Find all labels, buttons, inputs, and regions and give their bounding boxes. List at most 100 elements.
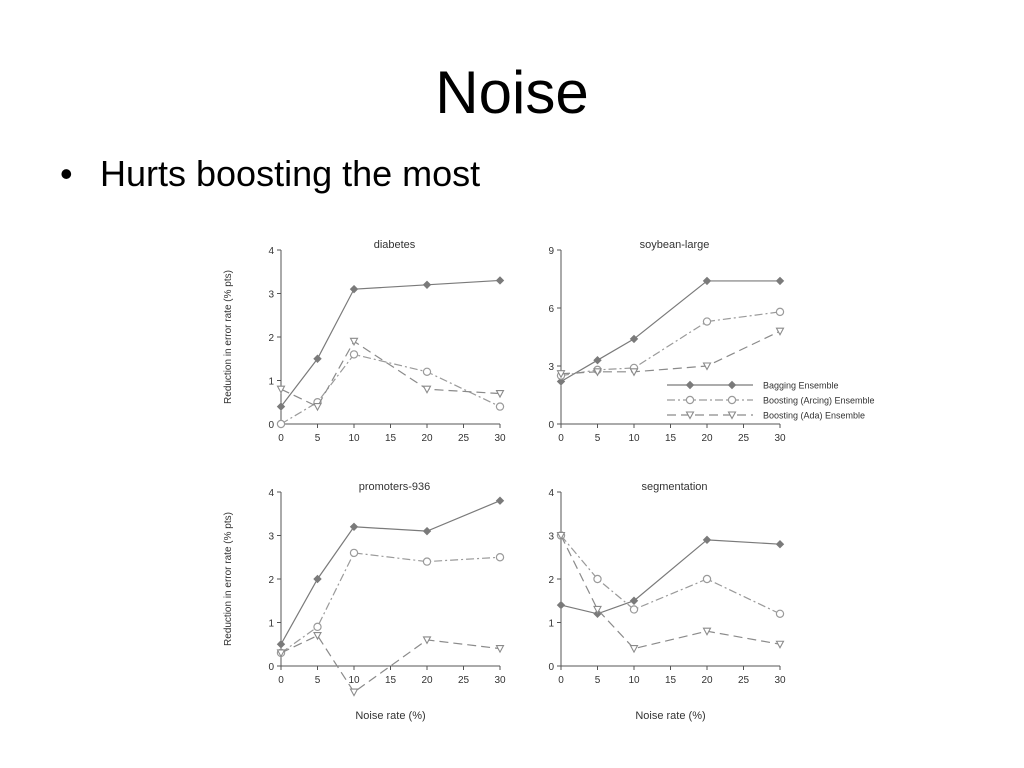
- series-line: [560, 311, 781, 377]
- x-tick-label: 30: [774, 675, 786, 686]
- bullet-text: Hurts boosting the most: [100, 153, 481, 194]
- legend-marker: [685, 395, 695, 405]
- legend-marker: [727, 411, 737, 420]
- data-point: [495, 496, 505, 505]
- legend-label: Boosting (Arcing) Ensemble: [763, 396, 875, 406]
- y-tick-label: 3: [548, 362, 554, 373]
- series-line: [560, 535, 781, 650]
- data-point: [349, 522, 359, 532]
- data-point: [593, 574, 602, 584]
- x-tick-label: 10: [348, 675, 360, 686]
- y-tick-label: 0: [548, 662, 554, 673]
- y-tick-label: 1: [548, 619, 554, 630]
- data-point: [702, 276, 712, 286]
- x-axis-label: Noise rate (%): [355, 710, 425, 722]
- x-tick-label: 10: [628, 433, 640, 444]
- x-tick-label: 10: [348, 433, 360, 444]
- legend-marker: [685, 411, 695, 420]
- data-point: [702, 362, 712, 371]
- data-point: [349, 284, 359, 294]
- data-point: [349, 688, 359, 697]
- series-line: [280, 340, 501, 408]
- data-point: [495, 645, 505, 654]
- data-point: [422, 636, 432, 645]
- y-tick-label: 0: [268, 420, 274, 431]
- y-tick-label: 1: [268, 377, 274, 388]
- series-line: [280, 279, 501, 407]
- data-point: [422, 280, 432, 290]
- data-point: [276, 649, 286, 658]
- y-tick-label: 3: [268, 290, 274, 301]
- y-tick-label: 4: [268, 488, 274, 499]
- x-tick-label: 5: [315, 675, 321, 686]
- x-tick-label: 25: [738, 433, 750, 444]
- data-point: [556, 370, 566, 379]
- y-tick-label: 6: [548, 304, 554, 315]
- legend-label: Bagging Ensemble: [763, 381, 839, 391]
- x-tick-label: 20: [421, 433, 433, 444]
- data-point: [276, 402, 286, 411]
- x-tick-label: 0: [558, 433, 564, 444]
- x-tick-label: 15: [385, 433, 397, 444]
- data-point: [495, 402, 505, 411]
- legend-marker: [685, 380, 695, 390]
- y-tick-label: 4: [268, 246, 274, 257]
- chart-title: soybean-large: [640, 239, 710, 251]
- series-line: [560, 280, 780, 382]
- chart-title: diabetes: [374, 239, 416, 251]
- chart-title: promoters-936: [359, 481, 431, 493]
- legend-label: Boosting (Ada) Ensemble: [763, 411, 865, 421]
- y-tick-label: 3: [268, 532, 274, 543]
- x-tick-label: 15: [665, 675, 677, 686]
- data-point: [276, 419, 286, 429]
- chart-panel-soybean-large: 0 3 6 9 0 5 10 15 20 25 30 soybean-large: [548, 239, 786, 444]
- data-point: [775, 609, 785, 619]
- chart-legend: Bagging Ensemble Boosting (Arcing) Ensemb…: [667, 381, 875, 421]
- data-point: [775, 307, 785, 317]
- x-tick-label: 25: [738, 675, 750, 686]
- data-point: [495, 276, 505, 285]
- chart-panel-promoters-936: 0 1 2 3 4 0 5 10 15 20 25 30 promoters-936 Reduction …: [223, 481, 506, 722]
- data-point: [702, 574, 712, 584]
- y-tick-label: 0: [548, 420, 554, 431]
- data-point: [313, 354, 322, 363]
- data-point: [556, 377, 566, 386]
- data-point: [775, 276, 785, 286]
- x-tick-label: 25: [458, 675, 470, 686]
- x-tick-label: 30: [494, 433, 506, 444]
- data-point: [422, 367, 432, 376]
- x-tick-label: 10: [628, 675, 640, 686]
- data-point: [422, 526, 432, 536]
- y-tick-label: 2: [548, 575, 554, 586]
- data-point: [775, 539, 785, 549]
- data-point: [775, 327, 785, 336]
- x-tick-label: 0: [278, 433, 284, 444]
- slide-title: Noise: [435, 59, 589, 126]
- legend-marker: [727, 380, 737, 390]
- data-point: [702, 627, 712, 636]
- y-tick-label: 2: [268, 575, 274, 586]
- chart-panel-diabetes: 0 1 2 3 4 0 5 10 15 20 25 30 diabetes Reduction in er…: [223, 239, 506, 444]
- series-line: [560, 330, 781, 375]
- data-point: [593, 605, 602, 615]
- x-tick-label: 15: [385, 675, 397, 686]
- chart-title: segmentation: [641, 481, 707, 493]
- y-axis-label: Reduction in error rate (% pts): [223, 512, 234, 646]
- data-point: [629, 596, 639, 605]
- data-point: [276, 385, 286, 394]
- series-line: [280, 552, 501, 654]
- data-point: [313, 403, 322, 412]
- y-tick-label: 1: [268, 619, 274, 630]
- data-point: [629, 368, 639, 377]
- series-line: [280, 500, 501, 645]
- y-tick-label: 2: [268, 333, 274, 344]
- data-point: [556, 531, 566, 541]
- data-point: [556, 600, 566, 610]
- data-point: [629, 605, 639, 614]
- data-point: [775, 640, 785, 649]
- x-tick-label: 30: [494, 675, 506, 686]
- bullet-dot: •: [60, 153, 73, 194]
- x-tick-label: 20: [701, 675, 713, 686]
- x-tick-label: 0: [558, 675, 564, 686]
